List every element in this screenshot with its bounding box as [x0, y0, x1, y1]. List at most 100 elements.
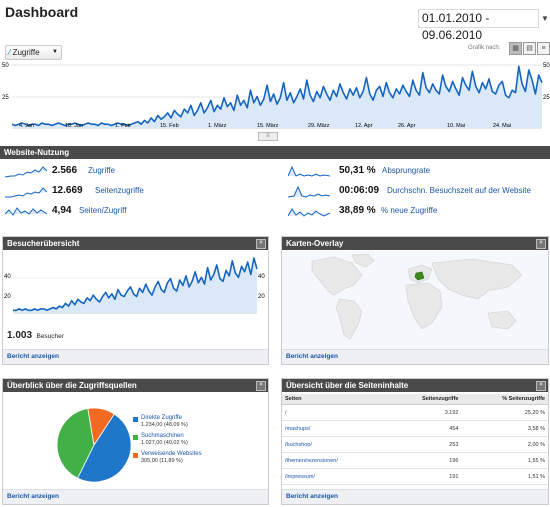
- page-path[interactable]: /impressum/: [282, 468, 387, 485]
- column-header-pages[interactable]: Seiten: [282, 394, 387, 405]
- traffic-sources-panel-header: Überblick über die Zugriffsquellen ×: [3, 379, 268, 392]
- legend-label[interactable]: Direkte Zugriffe: [141, 415, 182, 421]
- close-icon[interactable]: ×: [536, 381, 546, 391]
- usage-metric[interactable]: 12.669 Seitenzugriffe: [5, 183, 275, 203]
- usage-metric[interactable]: 00:06:09 Durchschn. Besuchszeit auf der …: [288, 183, 550, 203]
- visitors-series: [13, 257, 258, 313]
- metric-value: 12.669: [52, 185, 83, 196]
- y-label-right-40: 40: [258, 274, 265, 280]
- view-day-button[interactable]: ▦: [509, 42, 522, 55]
- pie-slice[interactable]: [56, 408, 95, 479]
- content-panel-title: Übersicht über die Seiteninhalte: [286, 381, 409, 390]
- usage-metric[interactable]: 50,31 % Absprungrate: [288, 163, 550, 183]
- date-range-text: 01.01.2010 - 09.06.2010: [422, 11, 490, 42]
- world-map[interactable]: [282, 251, 548, 349]
- metric-label[interactable]: Durchschn. Besuchszeit auf der Website: [387, 186, 531, 195]
- y-label-right-20: 20: [258, 294, 265, 300]
- legend-swatch: [133, 435, 138, 440]
- sparkline: [5, 166, 47, 178]
- traffic-sources-report-link[interactable]: Bericht anzeigen: [3, 489, 268, 504]
- legend-swatch: [133, 453, 138, 458]
- column-header-views[interactable]: Seitenzugriffe: [386, 394, 462, 405]
- series-line: [11, 65, 543, 127]
- overview-chart-svg: 50 25 50 25 4. Jan 18. Jan 1. Feb 15. Fe…: [2, 63, 550, 129]
- page-title: Dashboard: [5, 4, 79, 20]
- page-views: 253: [386, 436, 462, 453]
- x-label: 24. Mai: [493, 123, 511, 129]
- metric-label[interactable]: Seiten/Zugriff: [79, 206, 127, 215]
- greenland: [351, 253, 375, 268]
- pie-slice[interactable]: [77, 413, 132, 483]
- legend-item-search[interactable]: Suchmaschinen 1.027,00 (40,02 %): [133, 433, 268, 451]
- page-views: 191: [386, 468, 462, 485]
- table-row: /themen/rezensionen/ 196 1,55 %: [282, 452, 548, 469]
- page-pct: 2,00 %: [461, 436, 548, 453]
- overview-series: [11, 65, 543, 128]
- chevron-down-icon[interactable]: ▼: [541, 14, 549, 23]
- pie-legend: Direkte Zugriffe 1.234,00 (48,09 %) Such…: [133, 415, 268, 469]
- pie-slices: [56, 407, 132, 483]
- column-header-pct[interactable]: % Seitenzugriffe: [461, 394, 548, 405]
- map-panel-title: Karten-Overlay: [286, 239, 344, 248]
- visitors-report-link[interactable]: Bericht anzeigen: [3, 349, 268, 364]
- australia: [487, 310, 517, 330]
- metric-selector-label: Zugriffe: [12, 48, 40, 57]
- legend-label[interactable]: Verweisende Websites: [141, 451, 202, 457]
- content-report-link[interactable]: Bericht anzeigen: [282, 489, 548, 504]
- page-pct: 25,20 %: [461, 404, 548, 421]
- legend-item-referral[interactable]: Verweisende Websites 305,00 (11,89 %): [133, 451, 268, 469]
- series-area: [12, 66, 542, 128]
- metric-label[interactable]: Absprungrate: [382, 166, 431, 175]
- visitors-panel-title: Besucherübersicht: [7, 239, 80, 248]
- close-icon[interactable]: ×: [256, 239, 266, 249]
- line-chart-icon: ⁄: [9, 48, 11, 57]
- map-panel-header: Karten-Overlay ×: [282, 237, 548, 250]
- traffic-sources-panel: Überblick über die Zugriffsquellen × Dir…: [2, 378, 269, 505]
- usage-right-column: 50,31 % Absprungrate 00:06:09 Durchschn.…: [288, 163, 550, 223]
- visitors-total-value: 1.003: [7, 330, 33, 341]
- pie-slice[interactable]: [87, 407, 115, 447]
- table-row: /impressum/ 191 1,51 %: [282, 468, 548, 485]
- germany-highlight[interactable]: [414, 271, 425, 281]
- legend-label[interactable]: Suchmaschinen: [141, 433, 184, 439]
- chevron-down-icon: ▼: [52, 49, 58, 55]
- visitors-total: 1.003 Besucher: [7, 325, 64, 343]
- legend-detail: 1.234,00 (48,09 %): [141, 422, 188, 428]
- website-usage-header: Website-Nutzung: [0, 146, 550, 159]
- south-america: [335, 298, 363, 340]
- legend-item-direct[interactable]: Direkte Zugriffe 1.234,00 (48,09 %): [133, 415, 268, 433]
- overview-graph: 50 25 50 25 4. Jan 18. Jan 1. Feb 15. Fe…: [0, 58, 550, 132]
- page-views: 196: [386, 452, 462, 469]
- metric-label[interactable]: Zugriffe: [88, 166, 115, 175]
- usage-metric[interactable]: 4,94 Seiten/Zugriff: [5, 203, 275, 223]
- x-label: 15. Feb: [160, 123, 179, 129]
- close-icon[interactable]: ×: [536, 239, 546, 249]
- table-header-row: Seiten Seitenzugriffe % Seitenzugriffe: [282, 394, 548, 405]
- page-path[interactable]: /buchshop/: [282, 436, 387, 453]
- y-label-right-25: 25: [543, 95, 550, 101]
- view-month-button[interactable]: ≡: [537, 42, 550, 55]
- metric-selector[interactable]: ⁄ Zugriffe ▼: [5, 45, 62, 60]
- legend-swatch: [133, 417, 138, 422]
- y-label-20: 20: [4, 294, 11, 300]
- metric-label[interactable]: % neue Zugriffe: [381, 206, 438, 215]
- metric-value: 4,94: [52, 205, 72, 216]
- date-range-picker[interactable]: 01.01.2010 - 09.06.2010 ▼: [418, 9, 549, 42]
- close-icon[interactable]: ×: [256, 381, 266, 391]
- visitors-chart-svg: 40 20 40 20: [4, 257, 265, 314]
- page-pct: 1,55 %: [461, 452, 548, 469]
- metric-label[interactable]: Seitenzugriffe: [95, 186, 144, 195]
- metric-value: 38,89 %: [339, 205, 376, 216]
- map-report-link[interactable]: Bericht anzeigen: [282, 349, 548, 364]
- page-path[interactable]: /themen/rezensionen/: [282, 452, 387, 469]
- view-week-button[interactable]: ▤: [523, 42, 536, 55]
- x-label: 1. März: [208, 123, 227, 129]
- graph-resize-handle[interactable]: ≡: [258, 132, 278, 141]
- graph-by-label: Grafik nach:: [468, 45, 501, 51]
- usage-metric[interactable]: 38,89 % % neue Zugriffe: [288, 203, 550, 223]
- page-path[interactable]: /: [282, 404, 387, 421]
- page-path[interactable]: /mashups/: [282, 420, 387, 437]
- y-label-25: 25: [2, 95, 9, 101]
- usage-metric[interactable]: 2.566 Zugriffe: [5, 163, 275, 183]
- legend-detail: 305,00 (11,89 %): [141, 458, 183, 464]
